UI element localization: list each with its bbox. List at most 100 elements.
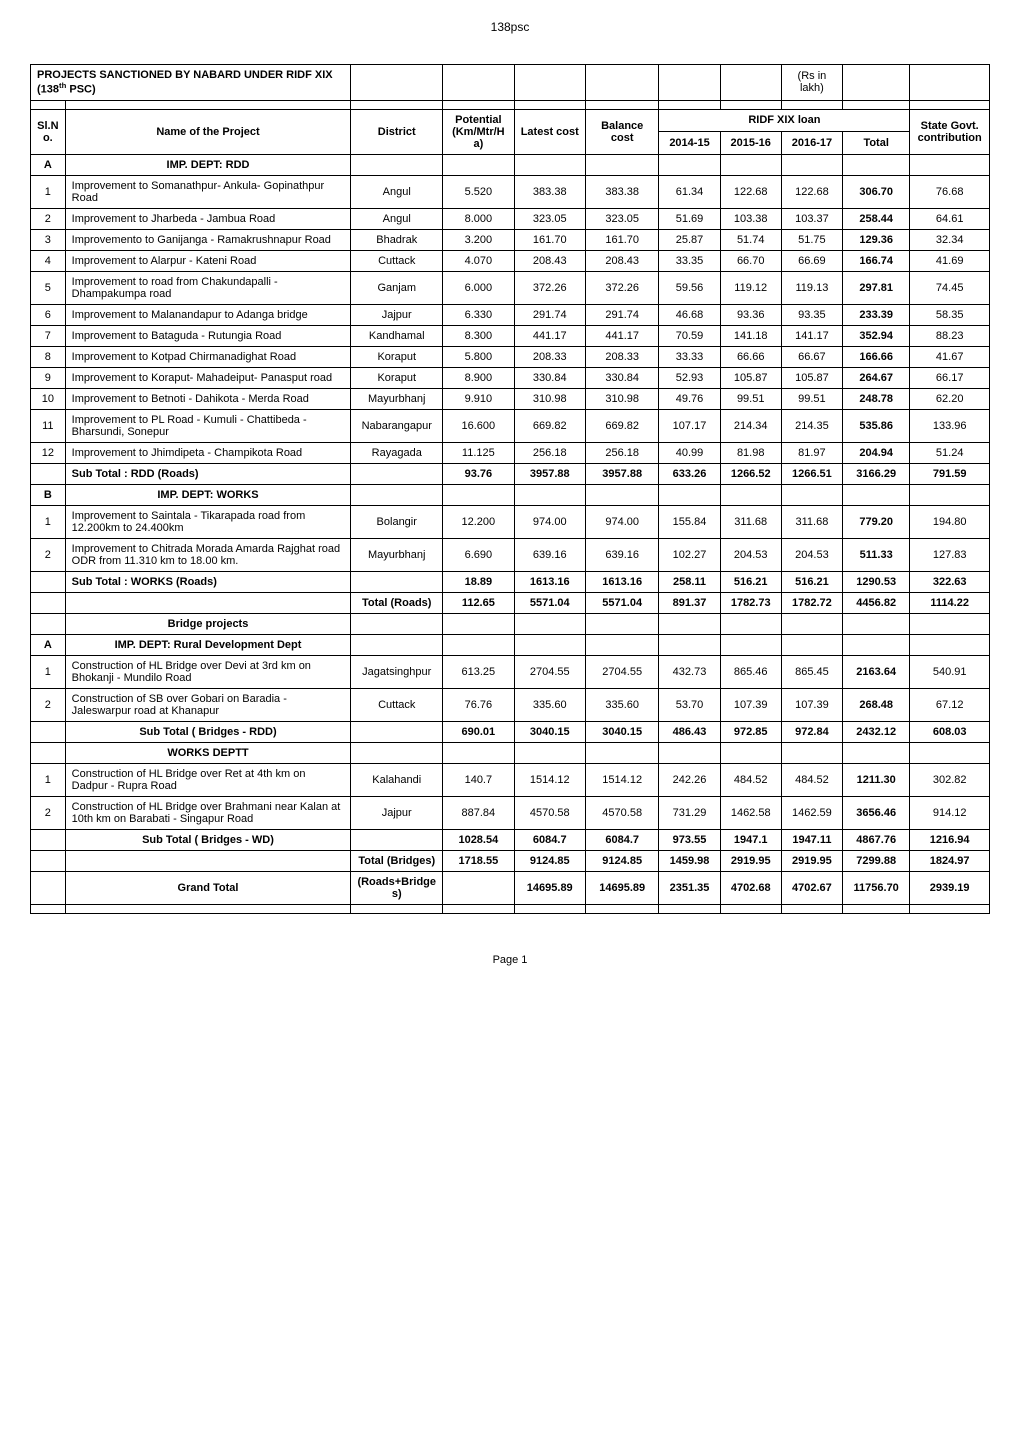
cell-y3: 484.52 [781,763,842,796]
cell-tot: 129.36 [843,229,910,250]
cell-lat: 639.16 [514,538,585,571]
cell-lat: 335.60 [514,688,585,721]
cell-district: Kandhamal [351,325,443,346]
works-deptt-heading: WORKS DEPTT [65,742,351,763]
table-row: 1Improvement to Somanathpur- Ankula- Gop… [31,175,990,208]
cell-y3: 105.87 [781,367,842,388]
cell-name: Construction of HL Bridge over Brahmani … [65,796,351,829]
section-code: B [31,484,66,505]
cell-sl: 9 [31,367,66,388]
cell-y1: 33.33 [659,346,720,367]
cell-tot: 264.67 [843,367,910,388]
cell-pot: 4.070 [443,250,514,271]
cell-tot: 166.74 [843,250,910,271]
cell-pot: 12.200 [443,505,514,538]
total-roads-label: Total (Roads) [351,592,443,613]
cell-pot: 9.910 [443,388,514,409]
cell-sg: 540.91 [910,655,990,688]
blank [720,65,781,101]
cell-y1: 242.26 [659,763,720,796]
cell-bal: 161.70 [585,229,658,250]
section-a-bridge: A IMP. DEPT: Rural Development Dept [31,634,990,655]
cell-tot: 166.66 [843,346,910,367]
blank [514,65,585,101]
cell-y1: 49.76 [659,388,720,409]
cell-district: Angul [351,208,443,229]
cell-y1: 40.99 [659,442,720,463]
cell-name: Improvement to Kotpad Chirmanadighat Roa… [65,346,351,367]
cell-sl: 1 [31,655,66,688]
cell-lat: 4570.58 [514,796,585,829]
cell-y2: 99.51 [720,388,781,409]
cell-y3: 1462.59 [781,796,842,829]
cell-district: Angul [351,175,443,208]
grand-total: Grand Total (Roads+Bridges) 14695.89 146… [31,871,990,904]
col-total: Total [843,132,910,155]
bridge-rdd-subtotal: Sub Total ( Bridges - RDD) 690.01 3040.1… [31,721,990,742]
cell-pot: 11.125 [443,442,514,463]
cell-y2: 484.52 [720,763,781,796]
cell-bal: 441.17 [585,325,658,346]
cell-y1: 33.35 [659,250,720,271]
cell-y3: 81.97 [781,442,842,463]
cell-bal: 1514.12 [585,763,658,796]
cell-y2: 105.87 [720,367,781,388]
main-table: PROJECTS SANCTIONED BY NABARD UNDER RIDF… [30,64,990,914]
cell-district: Nabarangapur [351,409,443,442]
cell-lat: 208.43 [514,250,585,271]
cell-lat: 161.70 [514,229,585,250]
cell-name: Improvement to Chitrada Morada Amarda Ra… [65,538,351,571]
cell-y2: 865.46 [720,655,781,688]
section-title: IMP. DEPT: WORKS [65,484,351,505]
cell-lat: 323.05 [514,208,585,229]
cell-sg: 88.23 [910,325,990,346]
cell-district: Cuttack [351,250,443,271]
cell-y3: 103.37 [781,208,842,229]
cell-district: Jajpur [351,304,443,325]
cell-y1: 61.34 [659,175,720,208]
cell-lat: 372.26 [514,271,585,304]
rdd-subtotal: Sub Total : RDD (Roads) 93.76 3957.88 39… [31,463,990,484]
cell-tot: 511.33 [843,538,910,571]
cell-name: Construction of HL Bridge over Ret at 4t… [65,763,351,796]
cell-bal: 335.60 [585,688,658,721]
col-y2: 2015-16 [720,132,781,155]
cell-district: Kalahandi [351,763,443,796]
empty-row [31,100,990,109]
cell-lat: 291.74 [514,304,585,325]
cell-bal: 291.74 [585,304,658,325]
table-row: 12Improvement to Jhimdipeta - Champikota… [31,442,990,463]
cell-y3: 51.75 [781,229,842,250]
table-row: 1Construction of HL Bridge over Devi at … [31,655,990,688]
cell-bal: 310.98 [585,388,658,409]
col-y3: 2016-17 [781,132,842,155]
cell-sl: 7 [31,325,66,346]
cell-bal: 256.18 [585,442,658,463]
cell-bal: 974.00 [585,505,658,538]
cell-y3: 119.13 [781,271,842,304]
cell-y1: 25.87 [659,229,720,250]
cell-district: Rayagada [351,442,443,463]
cell-lat: 383.38 [514,175,585,208]
total-bridges: Total (Bridges) 1718.55 9124.85 9124.85 … [31,850,990,871]
works-subtotal: Sub Total : WORKS (Roads) 18.89 1613.16 … [31,571,990,592]
cell-sl: 1 [31,175,66,208]
cell-sg: 67.12 [910,688,990,721]
cell-sg: 64.61 [910,208,990,229]
cell-lat: 330.84 [514,367,585,388]
cell-sg: 127.83 [910,538,990,571]
cell-name: Construction of HL Bridge over Devi at 3… [65,655,351,688]
cell-district: Jagatsinghpur [351,655,443,688]
works-deptt-row: WORKS DEPTT [31,742,990,763]
col-ridf: RIDF XIX loan [659,109,910,132]
cell-lat: 256.18 [514,442,585,463]
cell-name: Improvement to Jhimdipeta - Champikota R… [65,442,351,463]
cell-sl: 6 [31,304,66,325]
cell-pot: 8.300 [443,325,514,346]
blank [659,65,720,101]
subtotal-label: Sub Total ( Bridges - RDD) [65,721,351,742]
cell-name: Improvement to Koraput- Mahadeiput- Pana… [65,367,351,388]
cell-name: Improvement to Jharbeda - Jambua Road [65,208,351,229]
table-row: 6Improvement to Malanandapur to Adanga b… [31,304,990,325]
cell-y2: 141.18 [720,325,781,346]
